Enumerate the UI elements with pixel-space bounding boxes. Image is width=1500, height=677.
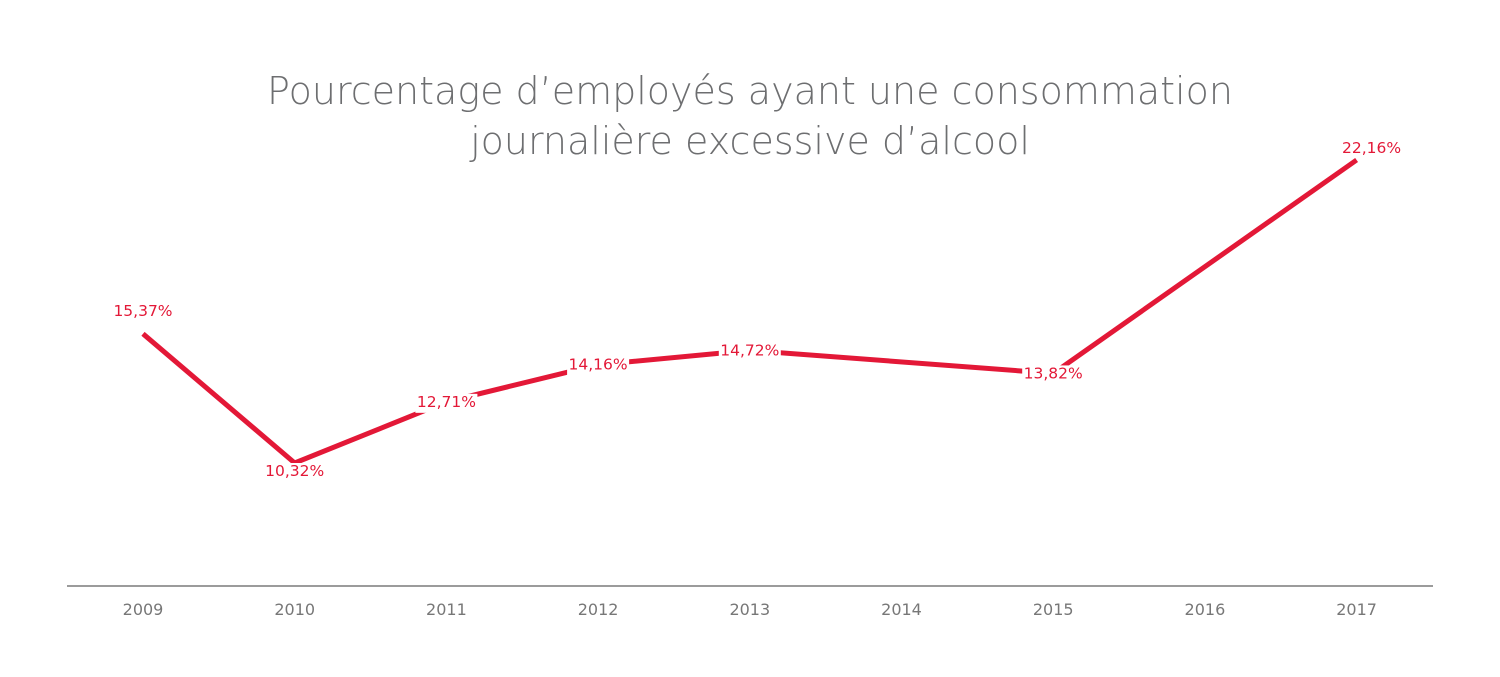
chart-title: Pourcentage d’employés ayant une consomm… xyxy=(0,66,1500,166)
data-label: 12,71% xyxy=(417,393,476,411)
data-label-group: 22,16% xyxy=(1342,139,1401,157)
data-label: 14,72% xyxy=(720,341,779,359)
data-label: 13,82% xyxy=(1024,364,1083,382)
data-label: 22,16% xyxy=(1342,139,1401,157)
x-tick-label: 2015 xyxy=(1033,600,1074,619)
data-label-group: 14,16% xyxy=(567,356,630,376)
x-tick-label: 2009 xyxy=(123,600,164,619)
data-label-background xyxy=(718,342,781,362)
data-label-background xyxy=(567,356,630,376)
x-tick-label: 2012 xyxy=(578,600,619,619)
data-label-background xyxy=(415,393,478,413)
x-tick-label: 2016 xyxy=(1185,600,1226,619)
x-tick-label: 2013 xyxy=(729,600,770,619)
series-line xyxy=(141,157,1359,466)
chart-title-line-2: journalière excessive d’alcool xyxy=(470,119,1030,163)
x-tick-label: 2011 xyxy=(426,600,467,619)
data-label-group: 10,32% xyxy=(263,462,326,482)
data-label: 10,32% xyxy=(265,462,324,480)
data-label-group: 15,37% xyxy=(113,302,172,320)
x-tick-label: 2017 xyxy=(1336,600,1377,619)
x-tick-label: 2014 xyxy=(881,600,922,619)
chart-title-line-1: Pourcentage d’employés ayant une consomm… xyxy=(267,69,1233,113)
data-labels: 15,37% 10,32% 12,71% 14,16% 14,72% 13,82% 22,1… xyxy=(113,139,1401,482)
x-axis-ticks: 2009 2010 2011 2012 2013 2014 2015 2016 2017 xyxy=(123,600,1377,619)
data-label-background xyxy=(263,463,326,482)
data-label-group: 12,71% xyxy=(415,393,478,413)
data-label-group: 14,72% xyxy=(718,341,781,362)
data-label-group: 13,82% xyxy=(1022,364,1085,385)
data-label: 15,37% xyxy=(113,302,172,320)
data-label-background xyxy=(1022,365,1085,385)
x-tick-label: 2010 xyxy=(274,600,315,619)
data-label: 14,16% xyxy=(569,356,628,374)
